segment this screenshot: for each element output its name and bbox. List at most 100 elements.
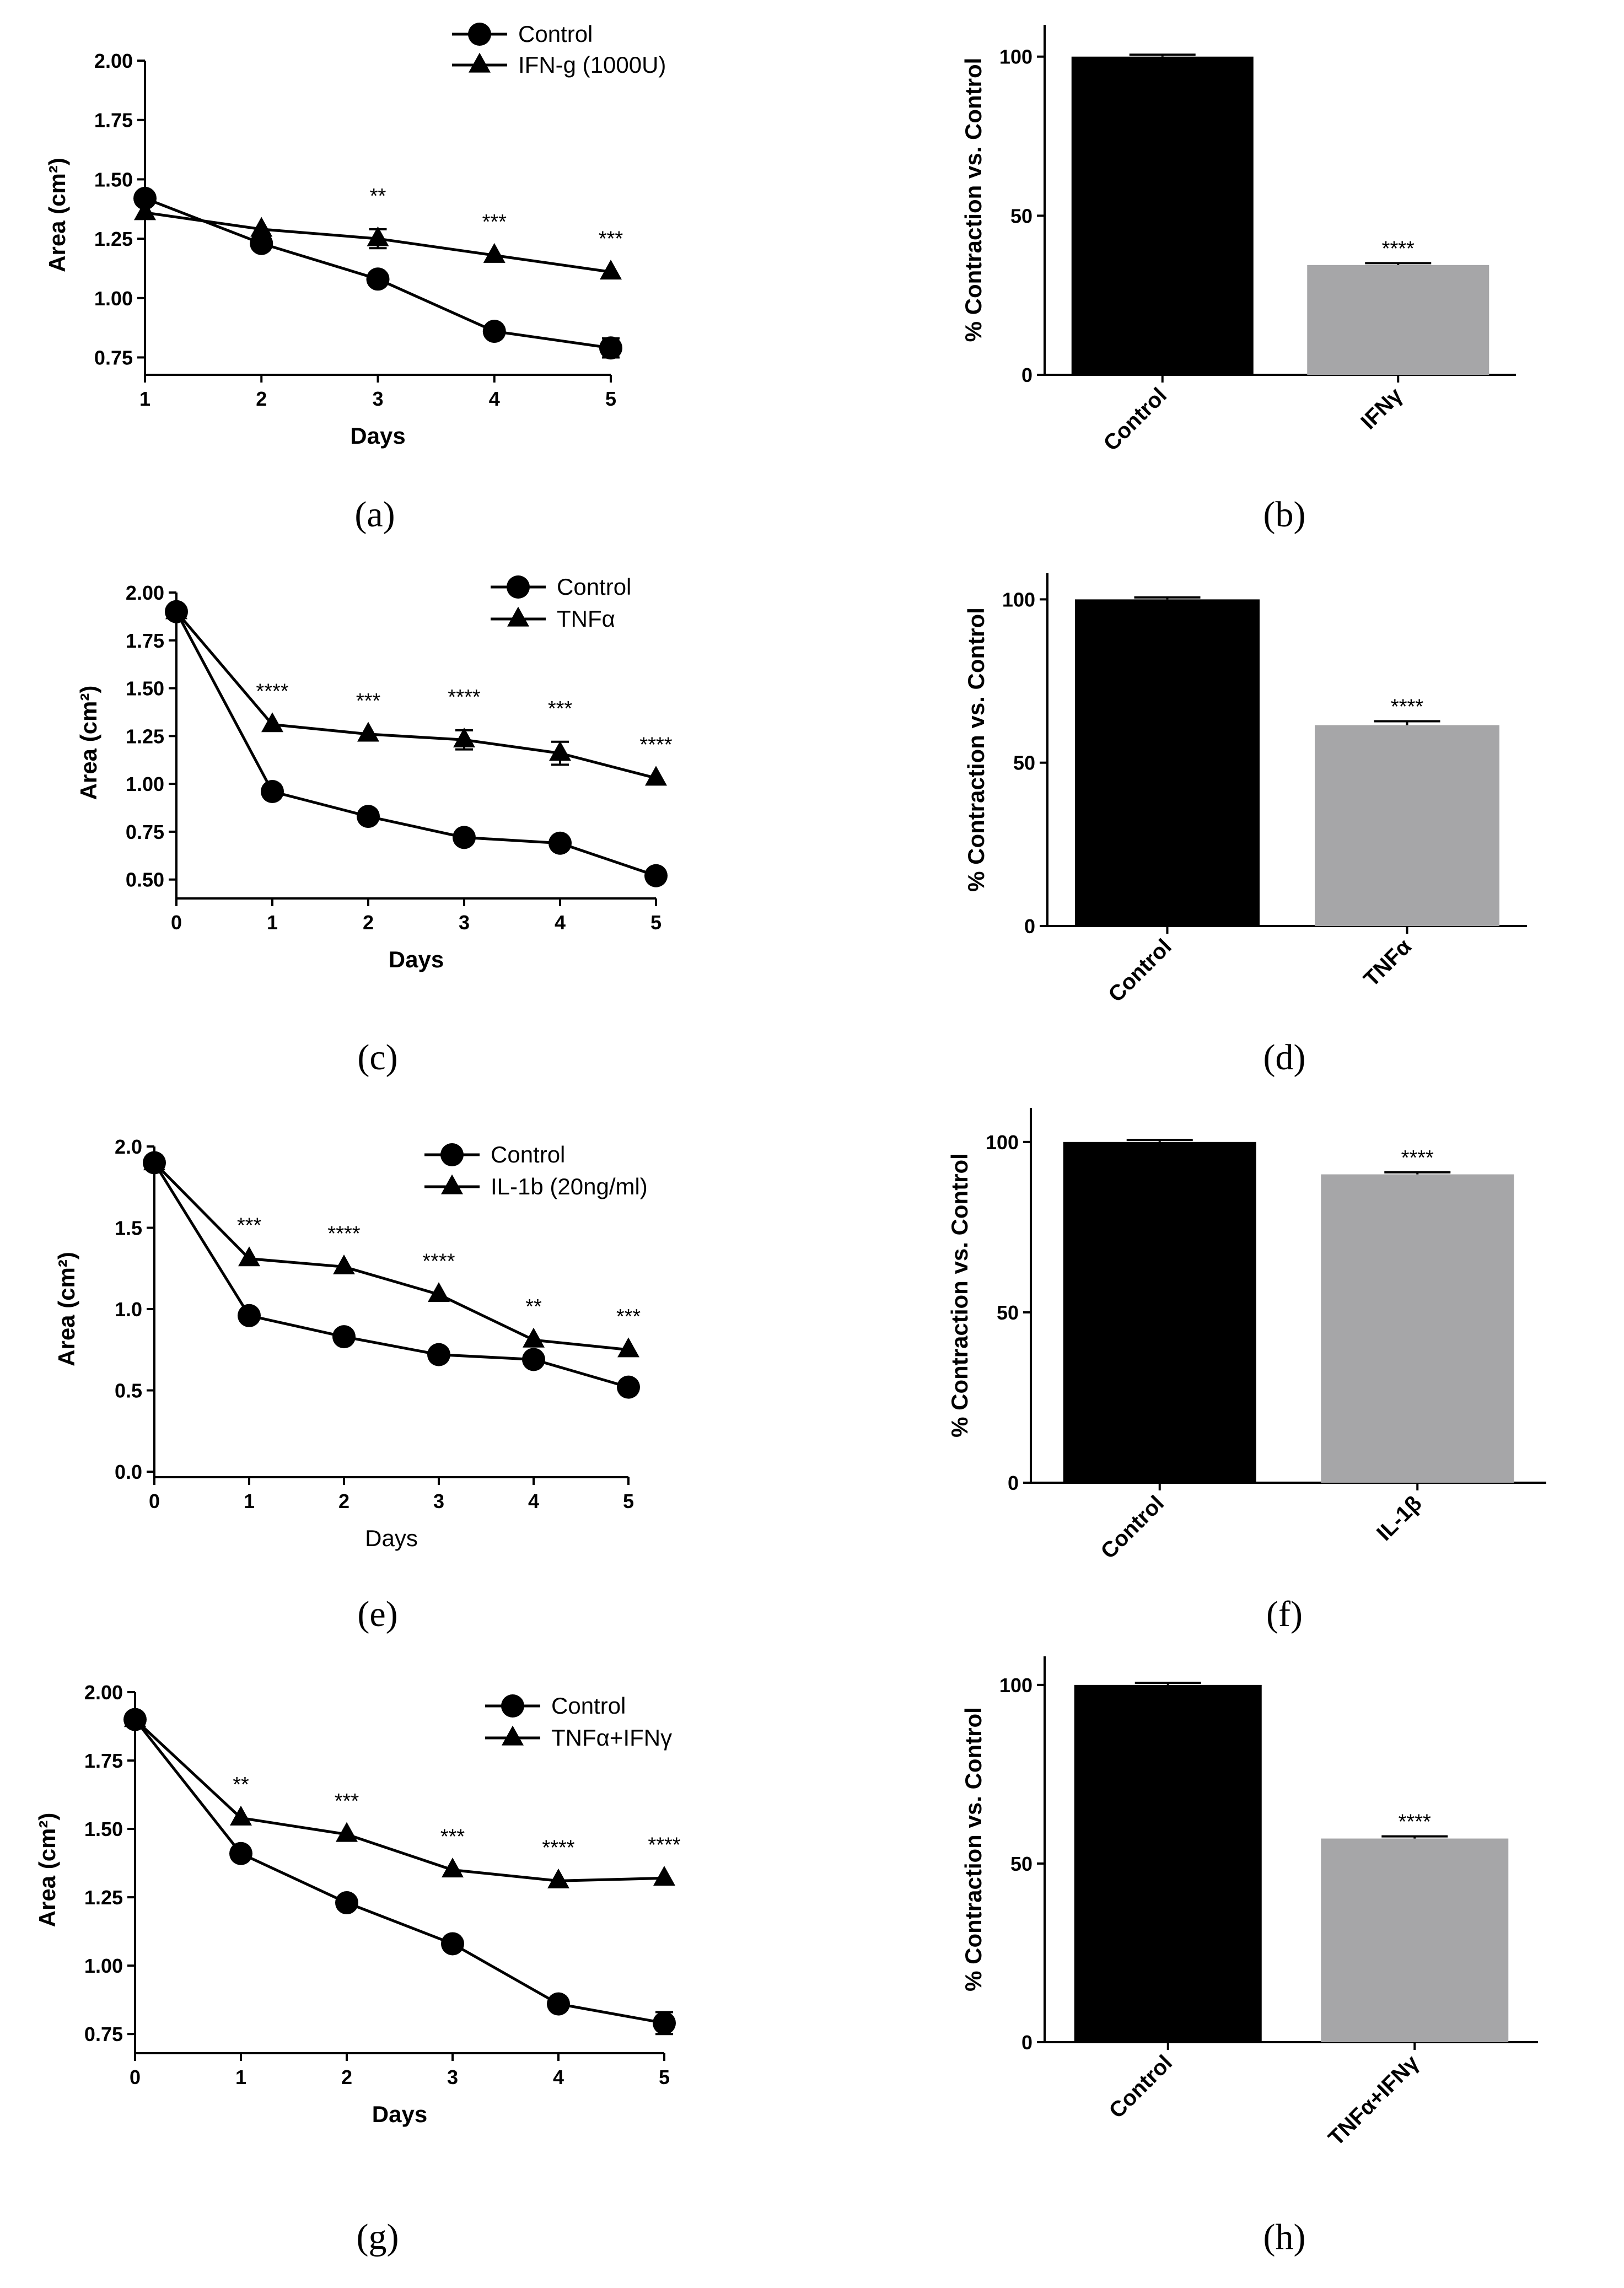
data-point-circle — [644, 864, 668, 887]
data-point-triangle — [261, 712, 283, 733]
data-point-triangle — [143, 1150, 165, 1171]
legend-label: Control — [557, 574, 631, 600]
x-tick-label: 3 — [372, 387, 383, 410]
y-axis-title: Area (cm²) — [53, 1252, 79, 1366]
panel-label: (b) — [1263, 494, 1306, 535]
panel-label: (c) — [357, 1037, 397, 1078]
y-tick-label: 1.0 — [115, 1298, 142, 1321]
x-tick-label: 3 — [433, 1490, 444, 1512]
y-tick-label: 100 — [999, 1674, 1033, 1697]
data-point-triangle — [230, 1805, 252, 1826]
data-point-circle — [427, 1343, 450, 1366]
significance-label: ** — [525, 1295, 542, 1318]
x-tick-label: 2 — [341, 2066, 352, 2088]
x-tick-label: 5 — [605, 387, 616, 410]
panel-label: (a) — [354, 494, 395, 535]
significance-label: *** — [356, 690, 381, 713]
x-axis-title: Days — [365, 1525, 418, 1551]
data-point-triangle — [124, 1707, 146, 1727]
y-tick-label: 1.5 — [115, 1217, 142, 1240]
y-axis-title: % Contraction vs. Control — [947, 1153, 972, 1438]
bar-tnf- — [1315, 725, 1499, 926]
data-point-circle — [357, 805, 380, 828]
x-tick-label: 1 — [139, 387, 150, 410]
series-line-control — [134, 1719, 665, 2025]
x-tick-label: 4 — [528, 1490, 539, 1512]
x-tick-label: 3 — [447, 2066, 458, 2088]
y-tick-label: 2.00 — [126, 582, 164, 604]
data-point-triangle — [238, 1246, 260, 1267]
bar-control — [1063, 1142, 1256, 1483]
x-axis-title: Days — [389, 946, 444, 972]
x-tick-label: 1 — [235, 2066, 246, 2088]
x-category-label: IFNγ — [1356, 383, 1407, 434]
y-tick-label: 1.00 — [84, 1955, 123, 1977]
y-tick-label: 0.0 — [115, 1461, 142, 1483]
y-tick-label: 1.00 — [94, 287, 133, 310]
data-point-circle — [441, 1932, 464, 1956]
legend-marker-triangle — [469, 52, 491, 73]
legend-label: Control — [551, 1693, 626, 1719]
data-point-triangle — [549, 741, 571, 761]
panel-label: (f) — [1266, 1594, 1303, 1634]
y-tick-label: 2.00 — [94, 50, 133, 72]
significance-label: **** — [1382, 237, 1415, 260]
significance-label: *** — [616, 1305, 641, 1328]
y-tick-label: 50 — [997, 1301, 1019, 1324]
significance-label: *** — [440, 1826, 465, 1849]
y-tick-label: 0 — [1021, 2031, 1033, 2054]
y-tick-label: 100 — [999, 46, 1033, 68]
significance-label: *** — [482, 211, 507, 234]
x-tick-label: 2 — [256, 387, 267, 410]
data-point-circle — [250, 232, 273, 255]
significance-label: *** — [237, 1214, 262, 1237]
y-tick-label: 2.00 — [84, 1681, 123, 1704]
data-point-triangle — [523, 1327, 545, 1348]
series-line-control — [175, 611, 657, 877]
x-tick-label: 0 — [171, 911, 182, 934]
y-tick-label: 0 — [1021, 364, 1033, 386]
series-line-tnf- — [175, 611, 657, 780]
y-tick-label: 0.75 — [126, 821, 164, 843]
data-point-circle — [366, 267, 390, 291]
significance-label: *** — [599, 227, 623, 250]
significance-label: *** — [548, 697, 573, 720]
data-point-triangle — [367, 226, 389, 246]
data-point-circle — [548, 831, 572, 855]
x-tick-label: 5 — [650, 911, 662, 934]
chart-panel-4: 0 50 100 % Contraction vs. Control Control TN… — [963, 573, 1527, 1078]
significance-label: **** — [542, 1836, 574, 1859]
data-point-triangle — [653, 1866, 675, 1886]
legend-marker-circle — [507, 575, 530, 599]
y-tick-label: 0 — [1008, 1472, 1019, 1494]
chart-panel-6: 0 50 100 % Contraction vs. Control Control IL… — [947, 1108, 1546, 1634]
panel-label: (d) — [1263, 1037, 1306, 1078]
data-point-triangle — [442, 1858, 464, 1878]
y-tick-label: 1.25 — [126, 725, 164, 747]
legend-label: TNFα — [557, 606, 615, 632]
y-tick-label: 1.25 — [94, 228, 133, 250]
y-axis-title: % Contraction vs. Control — [960, 1707, 986, 1991]
x-tick-label: 0 — [149, 1490, 160, 1512]
bar-ifn- — [1307, 265, 1489, 375]
series-line-control — [153, 1162, 629, 1389]
y-tick-label: 100 — [986, 1131, 1019, 1154]
x-category-label: TNFα — [1359, 934, 1416, 992]
x-category-label: Control — [1104, 934, 1176, 1007]
bar-control — [1074, 1684, 1262, 2042]
legend-label: Control — [491, 1142, 565, 1167]
data-point-triangle — [134, 200, 156, 220]
data-point-triangle — [617, 1337, 639, 1358]
bar-control — [1075, 599, 1260, 926]
bar-control — [1071, 56, 1254, 375]
y-axis-title: % Contraction vs. Control — [963, 607, 989, 892]
y-tick-label: 0.75 — [84, 2023, 123, 2045]
y-axis-title: Area (cm²) — [76, 686, 101, 800]
x-tick-label: 5 — [623, 1490, 634, 1512]
y-tick-label: 1.75 — [126, 629, 164, 652]
x-tick-label: 4 — [553, 2066, 564, 2088]
y-tick-label: 50 — [1010, 1853, 1033, 1875]
data-point-circle — [133, 186, 157, 210]
y-tick-label: 1.25 — [84, 1886, 123, 1909]
